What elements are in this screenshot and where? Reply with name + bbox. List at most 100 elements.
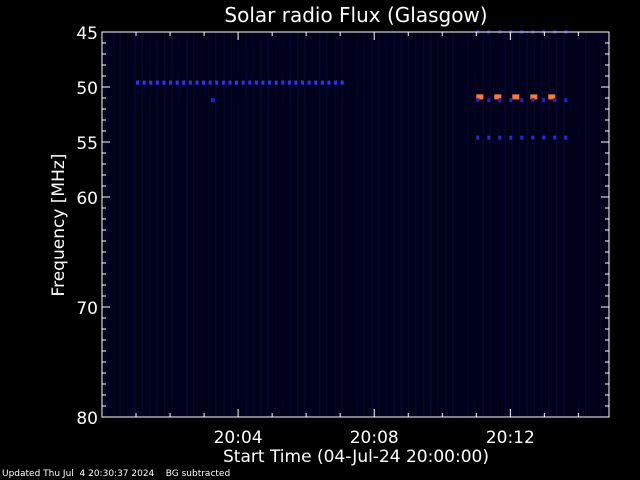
noise-stripe xyxy=(120,32,122,417)
feature-mark xyxy=(553,98,557,103)
feature-mark xyxy=(530,94,538,100)
noise-stripe xyxy=(430,32,432,417)
noise-stripe xyxy=(460,32,462,417)
noise-stripe xyxy=(534,32,536,417)
x-axis-label: Start Time (04-Jul-24 20:00:00) xyxy=(223,447,489,467)
noise-stripe xyxy=(327,32,329,417)
y-tick-label: 45 xyxy=(76,24,98,44)
feature-mark xyxy=(334,80,338,85)
noise-stripe xyxy=(267,32,269,417)
noise-stripe xyxy=(105,32,107,417)
noise-stripe xyxy=(179,32,181,417)
noise-stripe xyxy=(556,32,558,417)
noise-stripe xyxy=(357,32,359,417)
feature-mark xyxy=(221,80,225,85)
noise-stripe xyxy=(378,32,380,417)
feature-mark xyxy=(268,80,272,85)
noise-stripe xyxy=(379,32,381,417)
noise-stripe xyxy=(563,32,565,417)
feature-mark xyxy=(149,80,153,85)
noise-stripe xyxy=(489,32,491,417)
noise-stripe xyxy=(401,32,403,417)
plot-background xyxy=(102,32,609,417)
y-tick-label: 55 xyxy=(76,134,98,154)
noise-stripe xyxy=(164,32,166,417)
feature-mark xyxy=(301,80,305,85)
noise-stripe xyxy=(149,32,151,417)
feature-mark xyxy=(520,135,524,140)
feature-mark xyxy=(520,98,524,103)
feature-mark xyxy=(195,80,199,85)
noise-stripe xyxy=(172,32,174,417)
noise-stripe xyxy=(415,32,417,417)
noise-stripe xyxy=(586,32,588,417)
feature-mark xyxy=(248,80,252,85)
noise-stripe xyxy=(230,32,232,417)
x-tick-label: 20:08 xyxy=(350,428,399,448)
y-tick-label: 50 xyxy=(76,79,98,99)
noise-stripe xyxy=(364,32,366,417)
feature-mark xyxy=(542,98,546,103)
noise-stripe xyxy=(549,32,551,417)
feature-mark xyxy=(320,80,324,85)
feature-mark xyxy=(254,80,258,85)
y-tick-label: 80 xyxy=(76,409,98,429)
noise-stripe xyxy=(260,32,262,417)
noise-stripe xyxy=(112,32,114,417)
noise-stripe xyxy=(342,32,344,417)
noise-stripe xyxy=(408,32,410,417)
noise-stripe xyxy=(134,32,136,417)
feature-mark xyxy=(548,94,556,100)
feature-mark xyxy=(314,80,318,85)
noise-stripe xyxy=(104,32,106,417)
noise-stripe xyxy=(505,32,507,417)
feature-mark xyxy=(487,135,491,140)
noise-stripe xyxy=(305,32,307,417)
feature-mark xyxy=(531,98,535,103)
noise-stripe xyxy=(289,32,291,417)
feature-band-50.9MHz xyxy=(476,94,556,100)
noise-stripe xyxy=(452,32,454,417)
noise-stripe xyxy=(445,32,447,417)
feature-mark xyxy=(228,80,232,85)
noise-stripe xyxy=(238,32,240,417)
noise-stripe xyxy=(282,32,284,417)
noise-stripe xyxy=(127,32,129,417)
noise-stripe xyxy=(171,32,173,417)
feature-mark xyxy=(307,80,311,85)
axis-frame xyxy=(101,31,610,418)
updated-timestamp: Updated Thu Jul 4 20:30:37 2024 xyxy=(2,469,155,479)
feature-mark xyxy=(235,80,239,85)
feature-mark xyxy=(564,98,568,103)
noise-stripe xyxy=(135,32,137,417)
noise-stripe xyxy=(548,32,550,417)
feature-mark xyxy=(208,80,212,85)
feature-mark xyxy=(175,80,179,85)
noise-stripe xyxy=(201,32,203,417)
y-tick-label: 70 xyxy=(76,299,98,319)
feature-mark xyxy=(542,135,546,140)
noise-stripe xyxy=(224,32,226,417)
noise-stripe xyxy=(186,32,188,417)
noise-stripe xyxy=(541,32,543,417)
noise-stripe xyxy=(141,32,143,417)
footer-status: Updated Thu Jul 4 20:30:37 2024 BG subtr… xyxy=(2,469,230,479)
y-tick-label: 60 xyxy=(76,189,98,209)
plot-area xyxy=(102,32,609,417)
noise-stripe xyxy=(142,32,144,417)
feature-mark xyxy=(136,80,140,85)
noise-stripe xyxy=(527,32,529,417)
noise-stripe xyxy=(437,32,439,417)
feature-mark xyxy=(498,135,502,140)
feature-mark xyxy=(287,80,291,85)
noise-stripe xyxy=(438,32,440,417)
noise-stripe xyxy=(468,32,470,417)
noise-stripe xyxy=(268,32,270,417)
noise-stripe xyxy=(113,32,115,417)
feature-band-51.2MHz xyxy=(476,98,568,103)
x-tick-label: 20:12 xyxy=(486,428,535,448)
noise-stripe xyxy=(423,32,425,417)
noise-stripe xyxy=(326,32,328,417)
feature-band-54.6MHz xyxy=(476,135,568,140)
